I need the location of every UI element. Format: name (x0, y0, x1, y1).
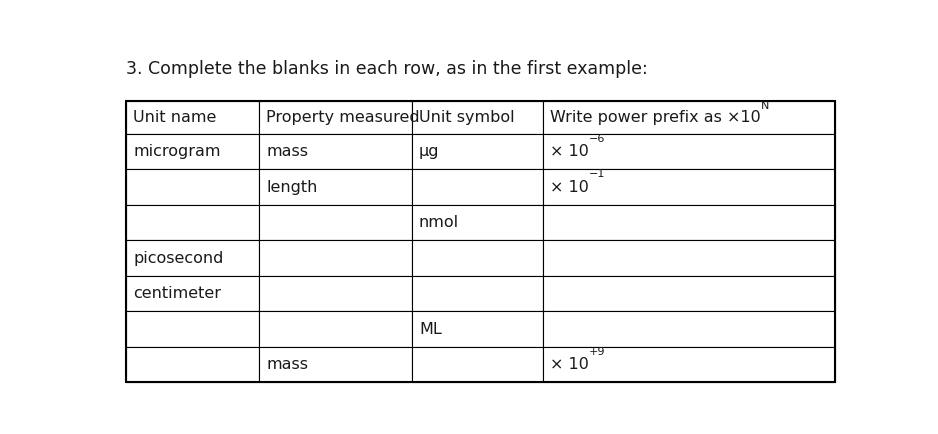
Bar (259, 134, 412, 169)
Bar (126, 101, 836, 382)
Bar (259, 347, 412, 382)
Text: mass: mass (266, 144, 309, 159)
Bar (412, 276, 542, 311)
Bar (126, 311, 259, 347)
Text: microgram: microgram (133, 144, 220, 159)
Bar (259, 205, 412, 240)
Bar (542, 311, 836, 347)
Bar (126, 276, 259, 311)
Bar (126, 205, 259, 240)
Text: mass: mass (266, 357, 309, 372)
Bar (412, 134, 542, 169)
Bar (126, 169, 259, 205)
Bar (412, 240, 542, 276)
Text: × 10: × 10 (550, 144, 589, 159)
Text: −6: −6 (589, 134, 605, 144)
Text: −1: −1 (589, 169, 605, 179)
Bar (412, 169, 542, 205)
Bar (126, 134, 259, 169)
Bar (542, 205, 836, 240)
Text: 3. Complete the blanks in each row, as in the first example:: 3. Complete the blanks in each row, as i… (126, 60, 648, 79)
Bar (412, 101, 542, 134)
Text: nmol: nmol (419, 215, 459, 230)
Bar (126, 101, 259, 134)
Text: N: N (761, 101, 769, 111)
Text: Property measured: Property measured (266, 110, 420, 125)
Bar (542, 276, 836, 311)
Text: × 10: × 10 (550, 180, 589, 194)
Text: length: length (266, 180, 318, 194)
Bar (412, 205, 542, 240)
Bar (412, 311, 542, 347)
Text: × 10: × 10 (550, 357, 589, 372)
Bar (259, 311, 412, 347)
Text: centimeter: centimeter (133, 286, 221, 301)
Text: ML: ML (419, 322, 442, 336)
Bar (542, 169, 836, 205)
Bar (126, 240, 259, 276)
Text: Unit name: Unit name (133, 110, 217, 125)
Bar (542, 347, 836, 382)
Text: Unit symbol: Unit symbol (419, 110, 515, 125)
Bar (259, 276, 412, 311)
Bar (412, 347, 542, 382)
Bar (542, 240, 836, 276)
Bar (259, 101, 412, 134)
Bar (259, 240, 412, 276)
Text: picosecond: picosecond (133, 250, 223, 266)
Bar (542, 101, 836, 134)
Bar (542, 134, 836, 169)
Bar (259, 169, 412, 205)
Bar (126, 347, 259, 382)
Text: Write power prefix as ×10: Write power prefix as ×10 (550, 110, 761, 125)
Text: μg: μg (419, 144, 439, 159)
Text: +9: +9 (589, 347, 605, 357)
